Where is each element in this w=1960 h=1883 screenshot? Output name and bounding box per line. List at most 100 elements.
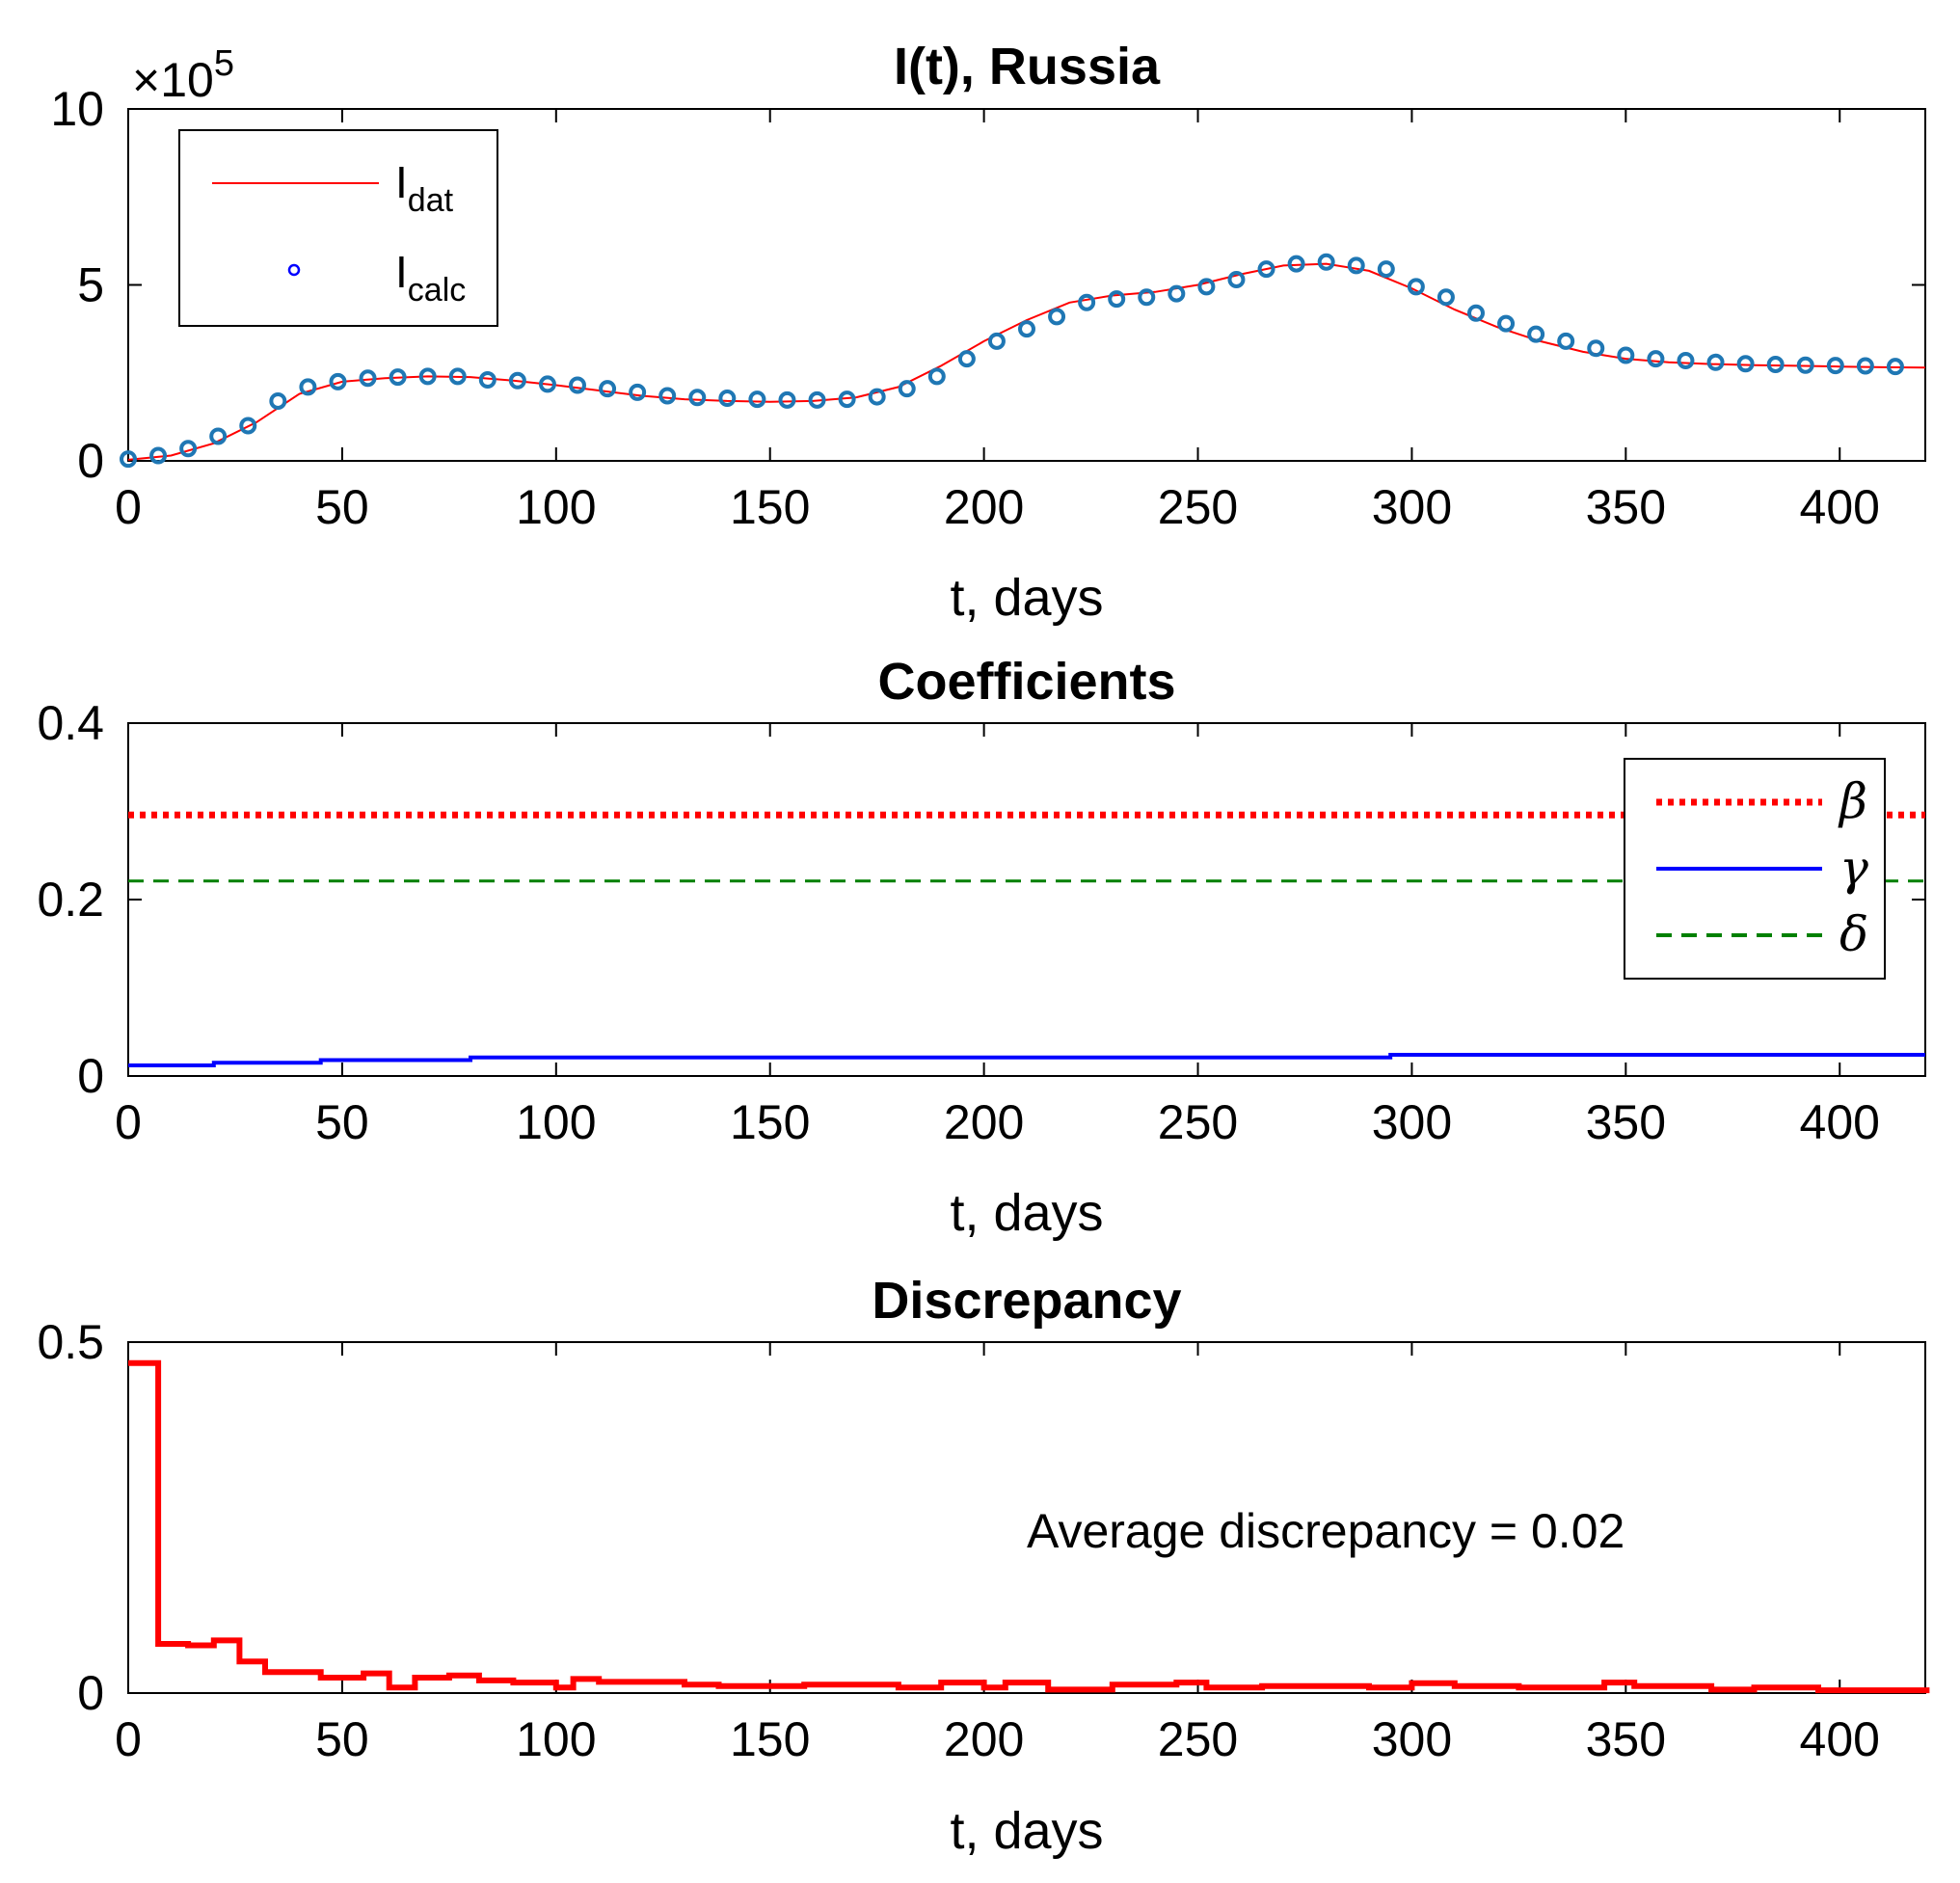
marker-icalc (149, 446, 168, 465)
legend: β γ δ (1624, 758, 1886, 980)
marker-icalc (120, 450, 137, 469)
x-tick-label: 350 (1586, 1712, 1666, 1766)
x-tick-label: 350 (1586, 1095, 1666, 1149)
marker-icalc (478, 371, 497, 390)
discrepancy-panel: 0 50 100 150 200 250 300 350 400 0 0.5 Discrepancy… (37, 1272, 1930, 1860)
marker-icalc (1078, 293, 1096, 311)
marker-icalc (1557, 332, 1575, 350)
marker-icalc (1647, 350, 1665, 368)
marker-icalc (1736, 355, 1755, 373)
y-tick-label: 0 (77, 434, 104, 488)
y-tick-label: 0.4 (37, 696, 104, 750)
x-tick-label: 350 (1586, 480, 1666, 534)
marker-icalc (1138, 288, 1156, 307)
x-tick-label: 150 (730, 1712, 810, 1766)
marker-icalc (688, 389, 707, 407)
marker-icalc (1227, 271, 1246, 289)
marker-icalc (1467, 304, 1485, 322)
marker-icalc (1617, 346, 1635, 364)
x-tick-label: 0 (115, 1712, 142, 1766)
y-exponent-times: ×10 (132, 53, 214, 107)
legend: Idat Icalc (178, 129, 498, 327)
chart-title: Discrepancy (872, 1272, 1181, 1330)
x-axis-label: t, days (950, 1802, 1103, 1860)
y-tick-label: 10 (50, 82, 104, 136)
marker-icalc (1377, 260, 1395, 279)
marker-icalc (418, 367, 437, 386)
x-tick-label: 300 (1372, 1712, 1452, 1766)
x-tick-label: 0 (115, 1095, 142, 1149)
marker-icalc (209, 427, 228, 445)
marker-icalc (1677, 351, 1695, 369)
x-tick-label: 50 (315, 480, 369, 534)
marker-icalc (718, 390, 737, 408)
marker-icalc (1796, 356, 1814, 374)
average-discrepancy-annotation: Average discrepancy = 0.02 (1027, 1504, 1624, 1558)
marker-icalc (448, 367, 467, 386)
x-tick-label: 250 (1158, 1095, 1238, 1149)
x-tick-label: 0 (115, 480, 142, 534)
marker-icalc (329, 372, 347, 390)
marker-icalc (629, 383, 647, 401)
infections-panel: I(t), Russia ×105 t, days 0 50 100 150 200 25… (50, 38, 1926, 627)
marker-icalc (1706, 353, 1725, 371)
legend-marker-icalc (287, 263, 301, 277)
axes: 0 50 100 150 200 250 300 350 400 0 5 10 (50, 82, 1926, 534)
marker-icalc (1766, 355, 1785, 373)
x-tick-label: 250 (1158, 1712, 1238, 1766)
x-tick-label: 300 (1372, 480, 1452, 534)
legend-label-delta: δ (1839, 906, 1868, 962)
legend-label-idat: Idat (395, 157, 454, 219)
marker-icalc (1287, 255, 1305, 273)
x-tick-label: 150 (730, 480, 810, 534)
x-tick-label: 300 (1372, 1095, 1452, 1149)
x-tick-label: 150 (730, 1095, 810, 1149)
marker-icalc (1347, 256, 1365, 275)
legend-idat-sub: dat (408, 182, 454, 219)
marker-icalc (778, 390, 796, 409)
marker-icalc (1886, 358, 1904, 376)
marker-icalc (1587, 339, 1605, 358)
x-tick-label: 200 (944, 480, 1024, 534)
chart-title: I(t), Russia (894, 38, 1161, 95)
marker-icalc (538, 375, 556, 393)
marker-icalc (179, 440, 198, 458)
marker-icalc (987, 332, 1006, 350)
marker-icalc (957, 350, 976, 368)
marker-icalc (1048, 308, 1066, 326)
marker-icalc (239, 417, 257, 435)
marker-icalc (1108, 290, 1126, 309)
marker-icalc (1018, 320, 1035, 338)
series-line-solid (128, 1053, 1925, 1067)
series-discrepancy-line (128, 1359, 1930, 1694)
marker-icalc (748, 390, 766, 409)
x-axis-label: t, days (950, 1184, 1103, 1242)
x-axis-label: t, days (950, 569, 1103, 627)
coefficients-panel: Coefficients t, days 0 50 100 150 200 250 300 3… (37, 653, 1926, 1242)
svg-text:×105: ×105 (132, 43, 234, 107)
series-icalc-markers (120, 253, 1904, 469)
marker-icalc (1317, 253, 1335, 271)
plot-area (128, 1359, 1930, 1694)
marker-icalc (1497, 314, 1516, 333)
x-tick-label: 100 (516, 480, 596, 534)
axes-box (127, 1341, 1926, 1694)
x-tick-label: 50 (315, 1712, 369, 1766)
marker-icalc (1407, 278, 1425, 296)
axes: 0 50 100 150 200 250 300 350 400 0 0.5 (37, 1315, 1926, 1766)
x-tick-label: 200 (944, 1712, 1024, 1766)
x-tick-label: 100 (516, 1095, 596, 1149)
marker-icalc (1168, 284, 1186, 303)
x-tick-label: 400 (1800, 1712, 1880, 1766)
legend-box (178, 129, 498, 327)
marker-icalc (658, 387, 677, 405)
marker-icalc (299, 378, 317, 396)
y-tick-label: 0.5 (37, 1315, 104, 1369)
marker-icalc (359, 369, 377, 388)
x-tick-label: 400 (1800, 480, 1880, 534)
legend-icalc-sub: calc (408, 272, 466, 309)
series-idat-line (127, 262, 1926, 461)
marker-icalc (838, 390, 856, 409)
marker-icalc (868, 388, 886, 406)
